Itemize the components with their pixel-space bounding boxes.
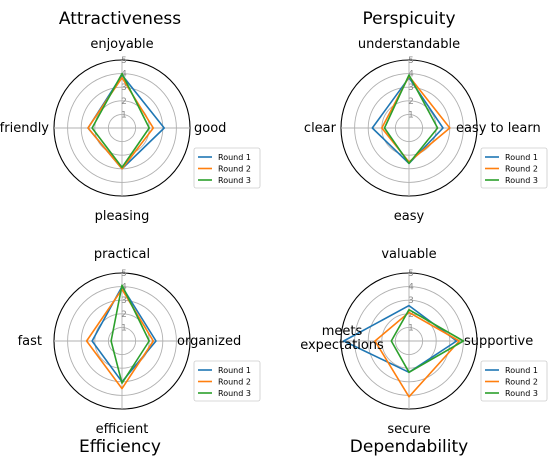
axis-label-easy-to-learn: easy to learn	[456, 121, 541, 136]
radar-panel-efficiency: Efficiency 1 2 3 4 5 practical organized efficie…	[18, 247, 261, 457]
panel-title-attractiveness: Attractiveness	[59, 9, 181, 29]
panel-title-efficiency: Efficiency	[79, 437, 161, 457]
axis-label-friendly: friendly	[0, 121, 49, 136]
r-tick-label: 2	[408, 97, 414, 107]
r-tick-label: 2	[121, 310, 127, 320]
r-tick-label: 3	[408, 83, 414, 93]
r-tick-label: 5	[121, 56, 127, 66]
axis-label-supportive: supportive	[464, 334, 533, 349]
r-tick-label: 4	[121, 283, 127, 293]
r-tick-label: 1	[408, 323, 414, 333]
legend-box	[193, 147, 261, 189]
legend-box	[480, 147, 548, 189]
legend-label-round-3: Round 3	[218, 176, 251, 185]
series-line-round-3	[390, 308, 465, 374]
legend-dependability: Round 1 Round 2 Round 3	[480, 360, 548, 402]
legend-label-round-2: Round 2	[218, 165, 251, 174]
r-tick-label: 1	[121, 323, 127, 333]
axis-label-meets-expectations: meets expectations	[300, 324, 384, 353]
series-line-round-3	[91, 72, 150, 169]
legend-label-round-2: Round 2	[505, 378, 538, 387]
r-tick-label: 1	[121, 110, 127, 120]
legend-efficiency: Round 1 Round 2 Round 3	[193, 360, 261, 402]
axis-label-clear: clear	[304, 121, 337, 136]
axis-label-efficient: efficient	[96, 422, 149, 437]
axis-label-practical: practical	[94, 247, 150, 262]
axis-label-easy: easy	[394, 209, 425, 224]
axis-label-organized: organized	[177, 334, 241, 349]
legend-label-round-1: Round 1	[218, 366, 251, 375]
series-line-round-2	[87, 76, 155, 170]
r-tick-label: 1	[408, 110, 414, 120]
radar-panel-attractiveness: Attractiveness 1 2 3 4 5 enjoyable good pleasing…	[0, 9, 261, 224]
series-line-round-3	[110, 284, 150, 385]
legend-perspicuity: Round 1 Round 2 Round 3	[480, 147, 548, 189]
series-line-round-3	[383, 74, 439, 165]
legend-label-round-1: Round 1	[505, 153, 538, 162]
r-tick-label: 5	[121, 269, 127, 279]
legend-label-round-2: Round 2	[218, 378, 251, 387]
legend-label-round-1: Round 1	[218, 153, 251, 162]
radar-panel-perspicuity: Perspicuity 1 2 3 4 5 understandable easy to le…	[304, 9, 548, 224]
axis-label-understandable: understandable	[358, 37, 460, 52]
axis-label-fast: fast	[18, 334, 42, 349]
legend-label-round-1: Round 1	[505, 366, 538, 375]
series-line-round-2	[374, 311, 461, 398]
panel-title-dependability: Dependability	[350, 437, 468, 457]
radar-panel-dependability: Dependability 1 2 3 4 5 valuable supportive secu…	[300, 247, 548, 457]
legend-label-round-3: Round 3	[505, 176, 538, 185]
r-tick-label: 2	[408, 310, 414, 320]
legend-label-round-3: Round 3	[505, 389, 538, 398]
r-tick-label: 2	[121, 97, 127, 107]
legend-box	[480, 360, 548, 402]
axis-label-pleasing: pleasing	[95, 209, 150, 224]
axis-label-good: good	[194, 121, 226, 136]
r-tick-label: 5	[408, 269, 414, 279]
r-tick-label: 3	[121, 296, 127, 306]
panel-title-perspicuity: Perspicuity	[362, 9, 455, 29]
axis-label-enjoyable: enjoyable	[90, 37, 153, 52]
r-tick-label: 3	[408, 296, 414, 306]
axis-label-valuable: valuable	[381, 247, 436, 262]
r-tick-label: 4	[121, 70, 127, 80]
legend-label-round-2: Round 2	[505, 165, 538, 174]
axis-label-secure: secure	[387, 422, 430, 437]
legend-label-round-3: Round 3	[218, 389, 251, 398]
r-tick-label: 4	[408, 70, 414, 80]
series-line-round-2	[85, 288, 155, 390]
legend-attractiveness: Round 1 Round 2 Round 3	[193, 147, 261, 189]
r-tick-label: 4	[408, 283, 414, 293]
r-tick-label: 5	[408, 56, 414, 66]
r-tick-label: 3	[121, 83, 127, 93]
legend-box	[193, 360, 261, 402]
